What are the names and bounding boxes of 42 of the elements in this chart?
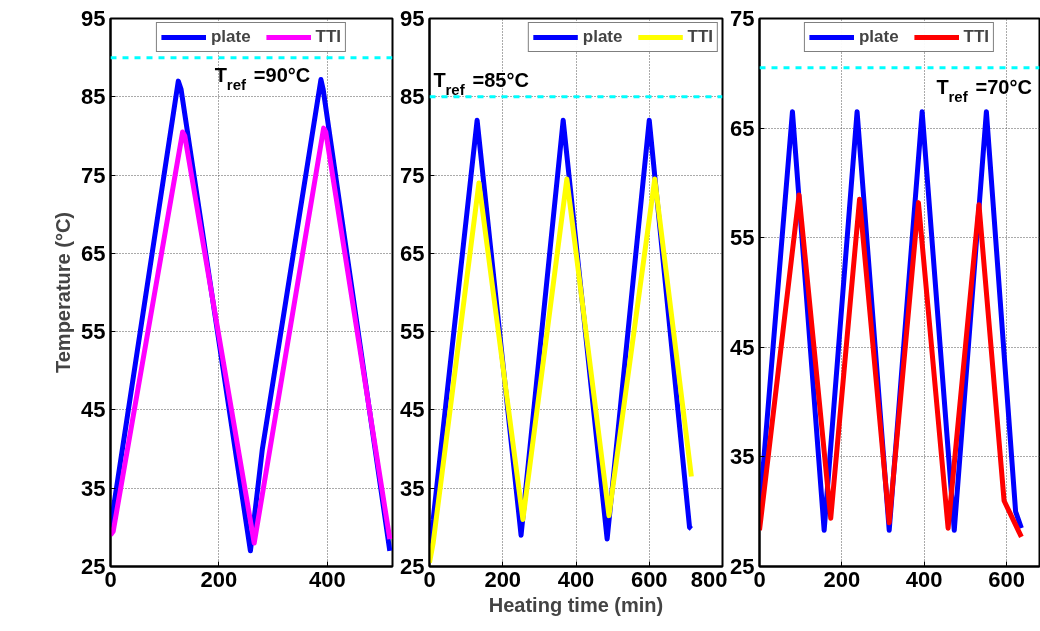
x-tick-label: 0 [753,566,766,592]
legend-label: TTI [963,27,990,47]
y-tick-label: 45 [400,397,425,423]
x-tick-label: 200 [484,566,522,592]
y-tick-label: 35 [730,444,755,470]
y-tick-label: 75 [81,162,106,188]
legend-label: plate [582,27,623,47]
y-tick-label: 25 [400,554,425,579]
x-tick-label: 400 [309,566,346,592]
y-tick-label: 45 [81,397,106,423]
y-tick-label: 95 [81,6,106,31]
legend-label: plate [858,27,899,47]
x-axis-title: Heating time (min) [488,593,664,616]
y-tick-label: 75 [400,162,425,188]
y-tick-label: 25 [81,554,106,579]
x-tick-label: 400 [905,566,943,592]
x-tick-label: 800 [690,566,728,592]
y-tick-label: 75 [730,6,755,31]
x-tick-label: 0 [423,566,436,592]
x-tick-label: 600 [630,566,668,592]
legend-label: TTI [687,27,713,47]
y-tick-label: 85 [81,84,106,110]
x-tick-label: 0 [104,566,117,592]
y-axis-title: Temperature (°C) [52,211,75,373]
legend-label: TTI [315,27,342,47]
y-tick-label: 55 [400,319,425,345]
x-tick-label: 200 [200,566,238,592]
y-tick-label: 35 [81,475,106,501]
x-tick-label: 400 [557,566,595,592]
y-tick-label: 25 [730,554,755,579]
y-tick-label: 65 [81,240,106,266]
legend-label: plate [210,27,251,47]
y-tick-label: 65 [400,240,425,266]
y-tick-label: 65 [730,115,755,141]
y-tick-label: 95 [400,6,425,31]
y-tick-label: 35 [400,475,425,501]
y-tick-label: 45 [730,334,755,360]
x-tick-label: 200 [823,566,861,592]
y-tick-label: 55 [81,319,106,345]
x-tick-label: 600 [988,566,1025,592]
y-tick-label: 85 [400,84,425,110]
y-tick-label: 55 [730,225,755,251]
